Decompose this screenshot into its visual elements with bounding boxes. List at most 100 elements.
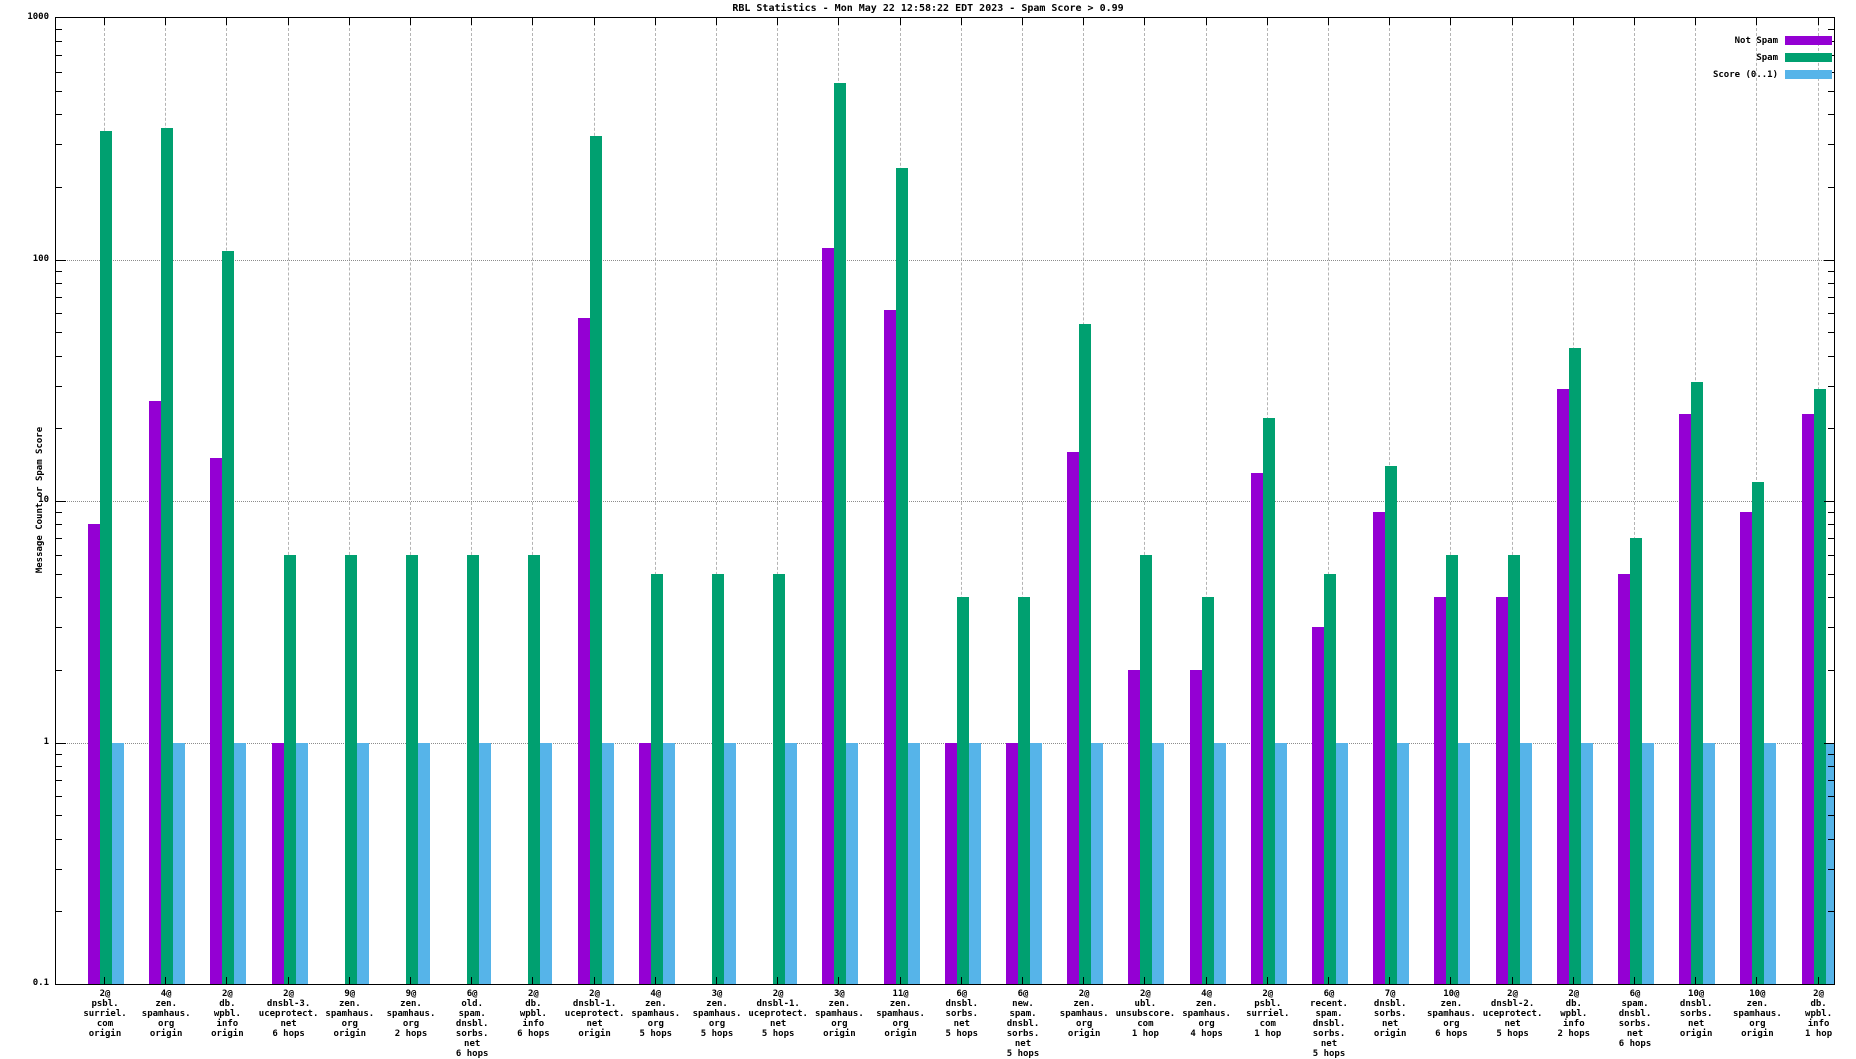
x-tick bbox=[1022, 18, 1023, 25]
x-category-label: 3@ zen. spamhaus. org origin bbox=[815, 989, 864, 1039]
bar-score bbox=[295, 742, 308, 984]
x-category-label: 2@ ubl. unsubscore. com 1 hop bbox=[1115, 989, 1176, 1039]
bar-spam bbox=[1140, 554, 1153, 984]
x-category-label: 10@ zen. spamhaus. org 6 hops bbox=[1427, 989, 1476, 1039]
y-minor-tick bbox=[56, 538, 62, 540]
y-minor-tick bbox=[1828, 29, 1834, 31]
x-category-label: 6@ dnsbl. sorbs. net 5 hops bbox=[945, 989, 979, 1039]
y-minor-tick bbox=[56, 779, 62, 781]
y-minor-tick bbox=[1828, 512, 1834, 514]
x-tick bbox=[1083, 18, 1085, 25]
bar-spam bbox=[712, 573, 724, 984]
bar-not-spam bbox=[1434, 597, 1447, 984]
x-tick bbox=[1144, 977, 1146, 984]
horizontal-gridline bbox=[56, 259, 1834, 261]
y-minor-tick bbox=[56, 868, 62, 870]
legend-row-score: Score (0..1) bbox=[1713, 66, 1832, 83]
y-minor-tick bbox=[56, 796, 62, 798]
bar-not-spam bbox=[1556, 389, 1569, 984]
bar-score bbox=[1152, 742, 1165, 984]
x-tick bbox=[1328, 18, 1329, 25]
bar-spam bbox=[467, 554, 480, 984]
y-tick-label: 1 bbox=[43, 736, 49, 747]
x-tick bbox=[410, 977, 411, 984]
x-tick bbox=[471, 18, 473, 25]
x-tick bbox=[593, 18, 595, 25]
y-minor-tick bbox=[56, 428, 62, 430]
y-minor-tick bbox=[56, 71, 62, 73]
x-tick bbox=[348, 18, 350, 25]
x-tick bbox=[1817, 977, 1819, 984]
x-tick bbox=[716, 18, 717, 25]
bar-spam bbox=[589, 135, 602, 984]
bar-not-spam bbox=[1679, 413, 1692, 984]
bar-score bbox=[418, 742, 430, 984]
bar-score bbox=[112, 742, 124, 984]
bar-score bbox=[662, 742, 675, 984]
x-tick bbox=[471, 977, 473, 984]
x-category-label: 2@ dnsbl-3. uceprotect. net 6 hops bbox=[258, 989, 319, 1039]
bar-spam bbox=[1201, 597, 1214, 984]
plot-area: Not Spam Spam Score (0..1) bbox=[55, 17, 1835, 985]
bar-score bbox=[356, 742, 369, 984]
x-tick bbox=[1634, 977, 1635, 984]
bar-spam bbox=[344, 554, 357, 984]
x-tick bbox=[1205, 977, 1207, 984]
bar-spam bbox=[1385, 465, 1398, 984]
y-tick-label: 0.1 bbox=[32, 978, 49, 988]
bar-not-spam bbox=[149, 400, 162, 984]
x-tick bbox=[104, 977, 105, 984]
x-tick bbox=[1328, 977, 1329, 984]
legend-swatch-spam bbox=[1785, 53, 1832, 62]
y-minor-tick bbox=[56, 765, 62, 767]
y-major-tick bbox=[1824, 259, 1834, 261]
bar-not-spam bbox=[1373, 512, 1386, 984]
y-minor-tick bbox=[1828, 669, 1834, 671]
y-minor-tick bbox=[1828, 296, 1834, 298]
horizontal-gridline bbox=[56, 501, 1834, 502]
x-category-label: 4@ zen. spamhaus. org 5 hops bbox=[631, 989, 681, 1039]
x-tick bbox=[838, 977, 840, 984]
x-tick bbox=[654, 977, 656, 984]
y-minor-tick bbox=[56, 385, 62, 387]
bar-spam bbox=[1262, 418, 1275, 984]
x-tick bbox=[1756, 977, 1758, 984]
x-category-label: 9@ zen. spamhaus. org origin bbox=[325, 989, 375, 1039]
x-tick bbox=[287, 977, 289, 984]
x-tick bbox=[1083, 977, 1085, 984]
bar-score bbox=[1580, 742, 1593, 984]
y-minor-tick bbox=[56, 753, 62, 755]
x-tick bbox=[960, 977, 962, 984]
y-minor-tick bbox=[1828, 753, 1834, 755]
bar-spam bbox=[956, 597, 969, 984]
y-minor-tick bbox=[1828, 779, 1834, 781]
y-minor-tick bbox=[56, 313, 62, 315]
y-major-tick bbox=[1824, 742, 1834, 744]
y-minor-tick bbox=[1828, 428, 1834, 430]
x-category-label: 10@ zen. spamhaus. org origin bbox=[1733, 989, 1782, 1039]
y-minor-tick bbox=[56, 41, 62, 43]
x-tick bbox=[1389, 18, 1391, 25]
bar-spam bbox=[1446, 554, 1459, 984]
x-tick bbox=[716, 977, 717, 984]
y-minor-tick bbox=[56, 29, 62, 31]
bar-score bbox=[1825, 742, 1834, 984]
y-minor-tick bbox=[56, 573, 62, 575]
x-tick bbox=[165, 18, 167, 25]
x-tick bbox=[287, 18, 289, 25]
x-tick bbox=[532, 18, 534, 25]
x-category-label: 2@ psbl. surriel. com 1 hop bbox=[1246, 989, 1290, 1039]
y-minor-tick bbox=[56, 355, 62, 357]
bar-score bbox=[479, 742, 492, 984]
bar-score bbox=[968, 742, 981, 984]
y-minor-tick bbox=[1828, 538, 1834, 540]
x-category-label: 2@ psbl. surriel. com origin bbox=[83, 989, 127, 1039]
x-tick bbox=[777, 977, 779, 984]
bar-spam bbox=[1813, 389, 1826, 984]
y-minor-tick bbox=[56, 186, 62, 188]
y-major-tick bbox=[56, 742, 66, 744]
bar-spam bbox=[161, 128, 174, 984]
x-tick bbox=[1572, 977, 1574, 984]
y-minor-tick bbox=[1828, 815, 1834, 817]
bar-spam bbox=[528, 554, 541, 984]
